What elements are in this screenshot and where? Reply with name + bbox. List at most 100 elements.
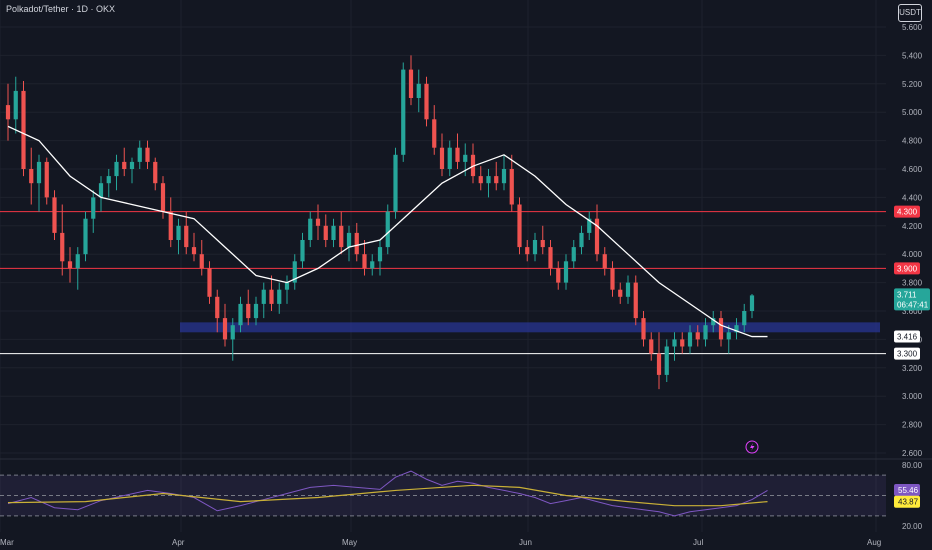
candle-body bbox=[300, 240, 305, 262]
candle-body bbox=[672, 339, 677, 347]
candle-body bbox=[21, 90, 26, 169]
candle-body bbox=[137, 147, 142, 162]
rsi-tick-label: 20.00 bbox=[902, 522, 923, 531]
candle-body bbox=[525, 247, 530, 255]
rsi-tick-label: 80.00 bbox=[902, 461, 923, 470]
candle-body bbox=[718, 318, 724, 340]
y-tick-label: 2.600 bbox=[902, 449, 923, 458]
level-label: 3.900 bbox=[897, 264, 918, 273]
rsi-line bbox=[7, 470, 768, 517]
horizontal-levels bbox=[0, 211, 886, 355]
rsi-value-label: 55.46 bbox=[898, 486, 919, 495]
rsi-ma-value-bg bbox=[894, 495, 920, 508]
x-tick-label: May bbox=[342, 538, 357, 547]
ma-value-label: 3.416 bbox=[897, 333, 918, 342]
rsi-ma-line bbox=[7, 484, 768, 507]
x-tick-label: Apr bbox=[172, 538, 185, 547]
ma-value-label-bg bbox=[894, 330, 920, 343]
x-tick-label: Mar bbox=[0, 538, 14, 547]
last-price-bg bbox=[894, 288, 930, 311]
candle-body bbox=[44, 161, 49, 198]
candle-body bbox=[75, 254, 80, 269]
y-tick-label: 4.600 bbox=[902, 165, 923, 174]
candle-body bbox=[726, 332, 731, 340]
candle-body bbox=[393, 154, 398, 212]
candle-body bbox=[83, 218, 88, 255]
candle-body bbox=[594, 218, 600, 255]
candle-body bbox=[191, 247, 197, 255]
candle-body bbox=[261, 289, 266, 304]
currency-button[interactable]: USDT bbox=[898, 4, 922, 22]
candle-body bbox=[680, 339, 685, 347]
candle-body bbox=[370, 261, 375, 269]
candle-body bbox=[269, 289, 274, 304]
candle-body bbox=[284, 282, 290, 290]
level-label-bg bbox=[894, 205, 920, 218]
moving-average-line bbox=[7, 125, 768, 338]
candle-body bbox=[486, 176, 491, 184]
candle-body bbox=[540, 240, 545, 248]
y-tick-label: 4.200 bbox=[902, 222, 923, 231]
candle-body bbox=[470, 154, 476, 177]
candle-body bbox=[463, 154, 468, 162]
candle-body bbox=[362, 254, 367, 269]
last-price-label: 3.711 bbox=[897, 290, 917, 299]
candle-body bbox=[67, 261, 73, 269]
candle-body bbox=[129, 161, 135, 169]
candle-body bbox=[222, 318, 228, 340]
candle-body bbox=[695, 332, 700, 340]
candle-body bbox=[478, 176, 483, 184]
rsi-panel bbox=[0, 458, 932, 517]
y-tick-label: 4.000 bbox=[902, 250, 923, 259]
candle-body bbox=[610, 268, 615, 290]
candle-body bbox=[114, 161, 119, 177]
y-tick-label: 3.800 bbox=[902, 279, 923, 288]
candle-body bbox=[385, 211, 390, 248]
candle-body bbox=[106, 176, 111, 184]
y-tick-label: 5.000 bbox=[902, 108, 923, 117]
rsi-value-bg bbox=[894, 483, 920, 496]
candle-body bbox=[323, 225, 328, 240]
candle-body bbox=[432, 119, 437, 148]
candle-body bbox=[36, 161, 42, 184]
level-label-bg bbox=[894, 262, 920, 275]
candle-body bbox=[602, 254, 607, 269]
candle-body bbox=[13, 90, 18, 120]
candle-body bbox=[401, 69, 406, 155]
candle-body bbox=[308, 218, 313, 240]
candle-body bbox=[122, 161, 127, 169]
candle-body bbox=[5, 105, 11, 120]
candle-body bbox=[346, 232, 352, 248]
countdown-label: 06:47:41 bbox=[897, 300, 929, 309]
candle-body bbox=[176, 225, 181, 240]
candle-body bbox=[532, 240, 538, 255]
candle-body bbox=[277, 289, 282, 304]
candlesticks bbox=[5, 55, 755, 390]
candle-body bbox=[98, 183, 104, 198]
candle-body bbox=[742, 311, 747, 326]
lightning-icon[interactable] bbox=[745, 440, 759, 454]
candle-body bbox=[664, 346, 669, 375]
candle-body bbox=[339, 225, 344, 248]
candle-body bbox=[439, 147, 445, 169]
y-tick-label: 5.400 bbox=[902, 51, 923, 60]
y-tick-label: 5.600 bbox=[902, 23, 923, 32]
candle-body bbox=[315, 218, 321, 226]
y-tick-label: 2.800 bbox=[902, 421, 923, 430]
candle-body bbox=[60, 232, 65, 262]
candle-body bbox=[160, 183, 166, 212]
candle-body bbox=[354, 232, 359, 255]
support-zone bbox=[180, 322, 880, 333]
candle-body bbox=[424, 83, 429, 120]
candle-body bbox=[91, 197, 96, 219]
axes: 5.600 5.400 5.200 5.000 4.800 4.600 4.400 4.200… bbox=[0, 23, 930, 547]
candle-body bbox=[641, 318, 646, 340]
candle-body bbox=[749, 295, 755, 311]
candle-body bbox=[447, 147, 452, 169]
candle-body bbox=[501, 169, 507, 184]
x-tick-label: Jul bbox=[693, 538, 703, 547]
candle-body bbox=[168, 211, 173, 240]
rsi-ma-value-label: 43.87 bbox=[898, 498, 919, 507]
candle-body bbox=[52, 197, 57, 233]
